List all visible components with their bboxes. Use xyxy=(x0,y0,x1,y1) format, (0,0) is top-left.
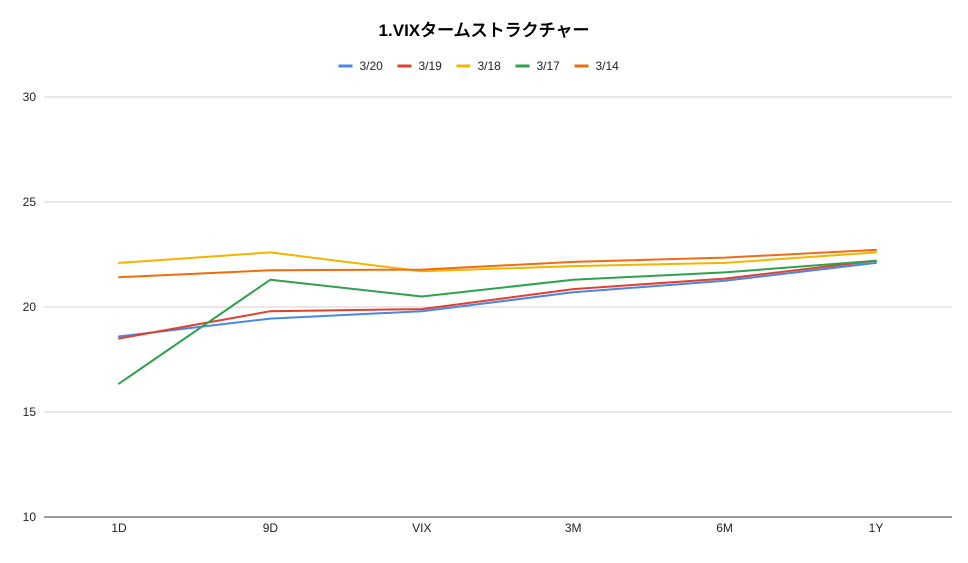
x-axis: 1D 9D VIX 3M 6M 1Y xyxy=(111,521,883,535)
series-line-3-18 xyxy=(118,251,877,273)
legend-item: 3/17 xyxy=(515,59,561,73)
y-axis: 10 15 20 25 30 xyxy=(23,90,37,524)
x-tick-label: 6M xyxy=(716,521,733,535)
x-tick-label: 3M xyxy=(565,521,582,535)
legend-item: 3/14 xyxy=(574,59,620,73)
series-line-3-14 xyxy=(118,248,877,279)
x-tick-label: 1D xyxy=(111,521,127,535)
y-tick-label: 30 xyxy=(23,90,37,104)
x-tick-label: VIX xyxy=(412,521,431,535)
y-tick-label: 10 xyxy=(23,510,37,524)
plot-area xyxy=(118,248,877,385)
series-line-3-19 xyxy=(118,259,877,340)
x-tick-label: 9D xyxy=(263,521,279,535)
y-tick-label: 20 xyxy=(23,300,37,314)
legend-item: 3/20 xyxy=(338,59,384,73)
legend-label: 3/20 xyxy=(360,59,384,73)
series-line-3-17 xyxy=(118,259,877,385)
series-line-3-20 xyxy=(118,261,877,338)
y-tick-label: 25 xyxy=(23,195,37,209)
legend-item: 3/19 xyxy=(397,59,443,73)
legend: 3/20 3/19 3/18 3/17 3/14 xyxy=(338,59,620,73)
chart-title: 1.VIXタームストラクチャー xyxy=(379,21,590,40)
legend-label: 3/19 xyxy=(419,59,443,73)
legend-label: 3/14 xyxy=(596,59,620,73)
y-tick-label: 15 xyxy=(23,405,37,419)
grid xyxy=(44,96,952,518)
x-tick-label: 1Y xyxy=(869,521,884,535)
legend-item: 3/18 xyxy=(456,59,502,73)
legend-label: 3/17 xyxy=(537,59,561,73)
legend-label: 3/18 xyxy=(478,59,502,73)
